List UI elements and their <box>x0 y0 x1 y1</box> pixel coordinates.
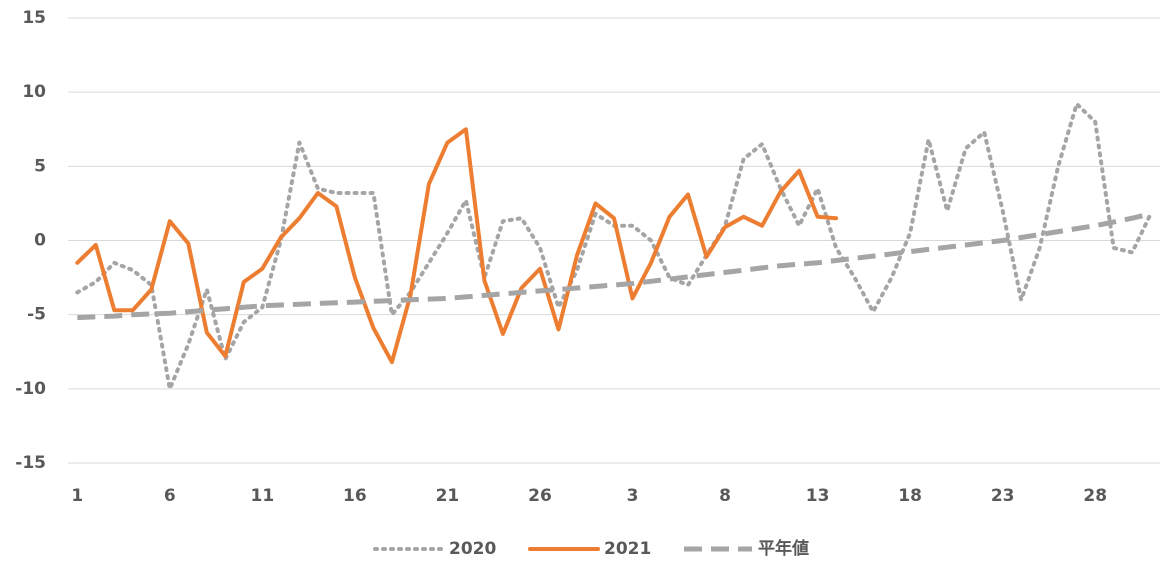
x-tick-label: 8 <box>719 486 731 506</box>
x-tick-label: 11 <box>251 486 275 506</box>
y-tick-label: 5 <box>34 156 46 176</box>
x-tick-label: 21 <box>436 486 460 506</box>
x-tick-label: 26 <box>528 486 552 506</box>
y-tick-label: 15 <box>22 8 46 28</box>
data-line <box>77 211 1152 321</box>
legend-label: 2021 <box>604 539 651 559</box>
x-tick-label: 6 <box>164 486 176 506</box>
x-tick-label: 3 <box>627 486 639 506</box>
y-tick-label: -10 <box>15 379 46 399</box>
x-tick-label: 18 <box>898 486 922 506</box>
x-tick-label: 23 <box>991 486 1015 506</box>
x-tick-label: 1 <box>71 486 83 506</box>
y-tick-label: 10 <box>22 82 46 102</box>
x-tick-label: 28 <box>1083 486 1107 506</box>
legend-label: 平年値 <box>758 538 809 559</box>
legend-label: 2020 <box>449 539 496 559</box>
data-line <box>75 102 1153 391</box>
y-tick-label: -15 <box>15 453 46 473</box>
x-tick-label: 13 <box>806 486 830 506</box>
y-tick-label: 0 <box>34 231 46 251</box>
data-line <box>75 127 839 365</box>
y-tick-label: -5 <box>27 305 46 325</box>
x-tick-label: 16 <box>343 486 367 506</box>
